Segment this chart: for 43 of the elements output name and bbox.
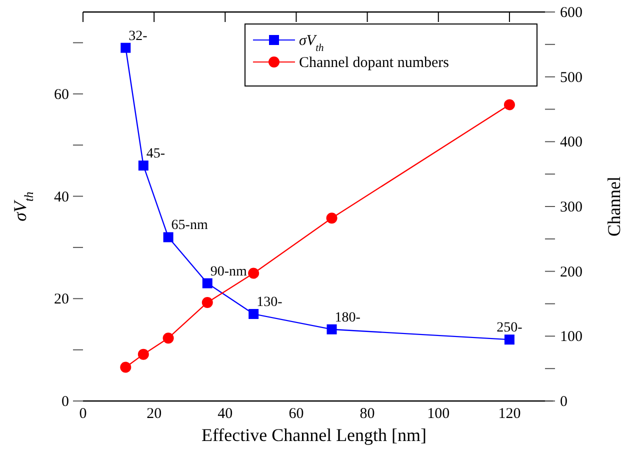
y2-tick-label: 300 (560, 200, 582, 216)
x-tick-label: 80 (360, 406, 375, 422)
annotation: 45- (146, 146, 166, 162)
point (202, 296, 213, 308)
legend-label: σV$_{th}$ (299, 33, 324, 54)
x-tick-label: 100 (427, 406, 450, 422)
point (163, 232, 174, 242)
point (138, 160, 148, 171)
point (202, 278, 212, 288)
point (248, 308, 259, 319)
point (326, 324, 337, 334)
x-tick-label: 0 (79, 406, 87, 422)
y-tick-label: 20 (54, 292, 69, 308)
x-tick-label: 40 (218, 406, 233, 422)
y2-tick-label: 100 (560, 329, 582, 346)
y2-tick-label: 0 (560, 394, 568, 410)
y-tick-label: 60 (54, 86, 69, 103)
y2-axis-title: Channel (604, 176, 624, 236)
y2-tick-label: 600 (560, 5, 582, 21)
x-tick-label: 60 (288, 406, 304, 422)
point (120, 42, 131, 53)
point (162, 332, 174, 344)
x-tick-label: 120 (498, 406, 521, 422)
annotation: 65-nm (171, 218, 208, 234)
point (504, 334, 514, 345)
y2-tick-label: 200 (560, 264, 582, 280)
legend-label: Channel dopant numbers (299, 55, 450, 71)
annotation: 180- (334, 310, 361, 326)
x-axis-title: Effective Channel Length [nm] (201, 425, 427, 445)
y2-tick-label: 400 (560, 134, 582, 151)
point (326, 212, 338, 224)
point (120, 362, 132, 373)
point (138, 348, 149, 360)
x-tick-label: 20 (146, 406, 162, 422)
annotation: 32- (128, 28, 148, 44)
point (504, 99, 515, 110)
annotation: 250- (496, 320, 523, 336)
point (248, 268, 260, 279)
y2-tick-label: 500 (560, 70, 582, 86)
y-tick-label: 0 (62, 394, 69, 410)
annotation: 130- (256, 294, 283, 310)
y-tick-label: 40 (54, 189, 69, 206)
annotation: 90-nm (210, 264, 248, 280)
